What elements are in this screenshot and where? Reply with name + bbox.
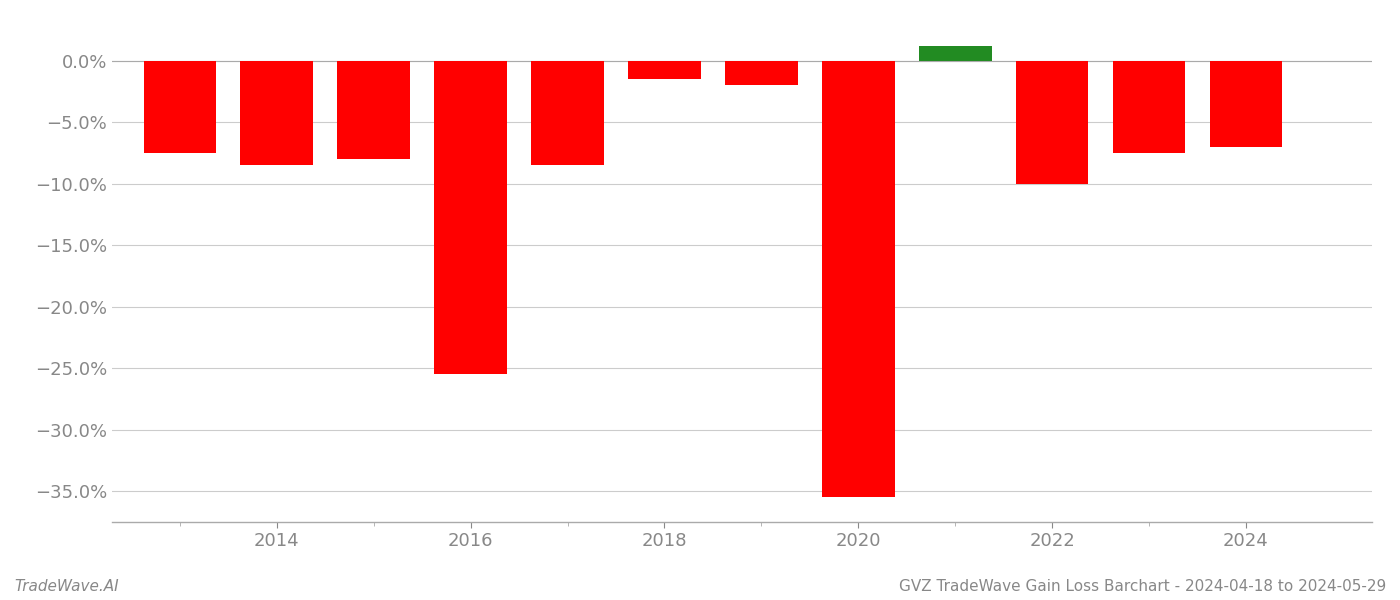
Bar <box>143 61 216 153</box>
Bar <box>531 61 603 165</box>
Bar <box>241 61 314 165</box>
Bar <box>918 46 991 61</box>
Bar <box>1113 61 1186 153</box>
Bar <box>629 61 701 79</box>
Bar <box>822 61 895 497</box>
Bar <box>434 61 507 374</box>
Bar <box>337 61 410 159</box>
Bar <box>725 61 798 85</box>
Bar <box>1016 61 1088 184</box>
Bar <box>1210 61 1282 147</box>
Text: GVZ TradeWave Gain Loss Barchart - 2024-04-18 to 2024-05-29: GVZ TradeWave Gain Loss Barchart - 2024-… <box>899 579 1386 594</box>
Text: TradeWave.AI: TradeWave.AI <box>14 579 119 594</box>
